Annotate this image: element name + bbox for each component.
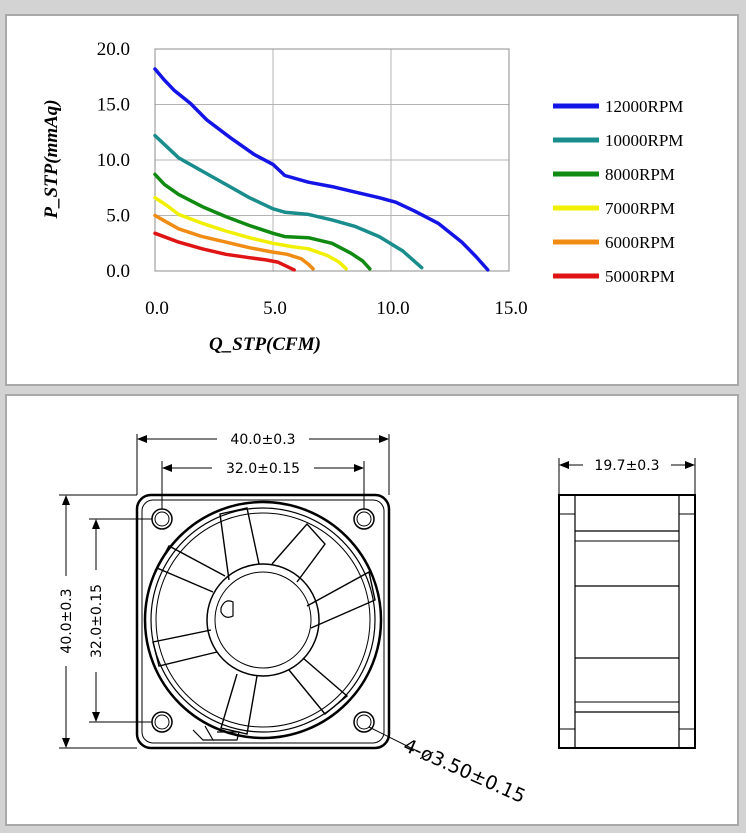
series-line-5000RPM (153, 231, 296, 272)
x-axis-label: Q_STP(CFM) (209, 334, 321, 355)
legend-label-7000RPM: 7000RPM (605, 199, 675, 218)
mounting-hole-bottom-left (151, 711, 173, 733)
height-dimension-label: 40.0±0.3 (59, 588, 75, 653)
plot-area-frame (154, 48, 510, 272)
fan-dimension-drawing: 40.0±0.3 32.0±0.15 40.0±0.3 32.0±0.15 19… (56, 429, 696, 808)
chart-series (153, 67, 490, 272)
y-tick-label-4: 20.0 (97, 39, 130, 60)
x-tick-labels: 0.0 5.0 10.0 15.0 (145, 298, 528, 319)
chart-legend: 12000RPM 10000RPM 8000RPM 7000RPM 6000RPM 500… (553, 97, 683, 286)
fan-front-view (135, 493, 391, 750)
fan-housing-ring-3 (155, 512, 371, 728)
side-view-frame (558, 494, 696, 749)
legend-label-12000RPM: 12000RPM (605, 97, 683, 116)
fan-frame-inner-outline (141, 499, 385, 744)
legend-label-6000RPM: 6000RPM (605, 233, 675, 252)
y-axis-label: P_STP(mmAq) (41, 99, 62, 219)
chart-grid (154, 48, 510, 272)
y-tick-labels: 0.0 5.0 10.0 15.0 20.0 (97, 39, 130, 282)
hole-spacing-v-label: 32.0±0.15 (89, 584, 105, 658)
mounting-hole-bottom-right (353, 711, 375, 733)
fan-side-view (558, 494, 696, 749)
fan-hub-outer (206, 563, 320, 677)
legend-label-8000RPM: 8000RPM (605, 165, 675, 184)
series-line-6000RPM (153, 213, 315, 271)
mounting-hole-top-left (151, 508, 173, 530)
y-tick-label-2: 10.0 (97, 150, 130, 171)
mounting-hole-leader (368, 726, 418, 752)
series-line-10000RPM (153, 133, 424, 270)
width-dimension-label: 40.0±0.3 (230, 432, 295, 448)
performance-curve-panel: 0.0 5.0 10.0 15.0 20.0 0.0 5.0 10.0 15.0 12000R… (5, 14, 739, 386)
depth-dimension-label: 19.7±0.3 (594, 458, 659, 474)
x-tick-label-1: 5.0 (263, 298, 287, 319)
x-tick-label-3: 15.0 (494, 298, 527, 319)
fan-frame-outline (135, 493, 391, 750)
series-line-7000RPM (153, 195, 348, 271)
fan-hub-inner (214, 571, 312, 669)
x-tick-label-0: 0.0 (145, 298, 169, 319)
legend-label-10000RPM: 10000RPM (605, 131, 683, 150)
series-line-8000RPM (153, 172, 372, 271)
hole-spacing-h-label: 32.0±0.15 (226, 461, 300, 477)
fan-struts (192, 725, 240, 741)
fan-housing-inner-ring (150, 507, 376, 733)
mounting-hole-top-right (353, 508, 375, 530)
y-tick-label-3: 15.0 (97, 95, 130, 116)
dimension-drawing-panel: 40.0±0.3 32.0±0.15 40.0±0.3 32.0±0.15 19… (5, 394, 739, 826)
fan-housing-outer-ring (143, 500, 383, 740)
legend-label-5000RPM: 5000RPM (605, 267, 675, 286)
x-tick-label-2: 10.0 (376, 298, 409, 319)
y-tick-label-0: 0.0 (106, 261, 130, 282)
performance-chart: 0.0 5.0 10.0 15.0 20.0 0.0 5.0 10.0 15.0 12000R… (41, 39, 683, 355)
y-tick-label-1: 5.0 (106, 206, 130, 227)
series-line-12000RPM (153, 67, 490, 272)
fan-blades (152, 507, 376, 735)
fan-hub-label-notch (220, 600, 234, 618)
mounting-hole-callout: 4-ø3.50±0.15 (400, 734, 529, 807)
